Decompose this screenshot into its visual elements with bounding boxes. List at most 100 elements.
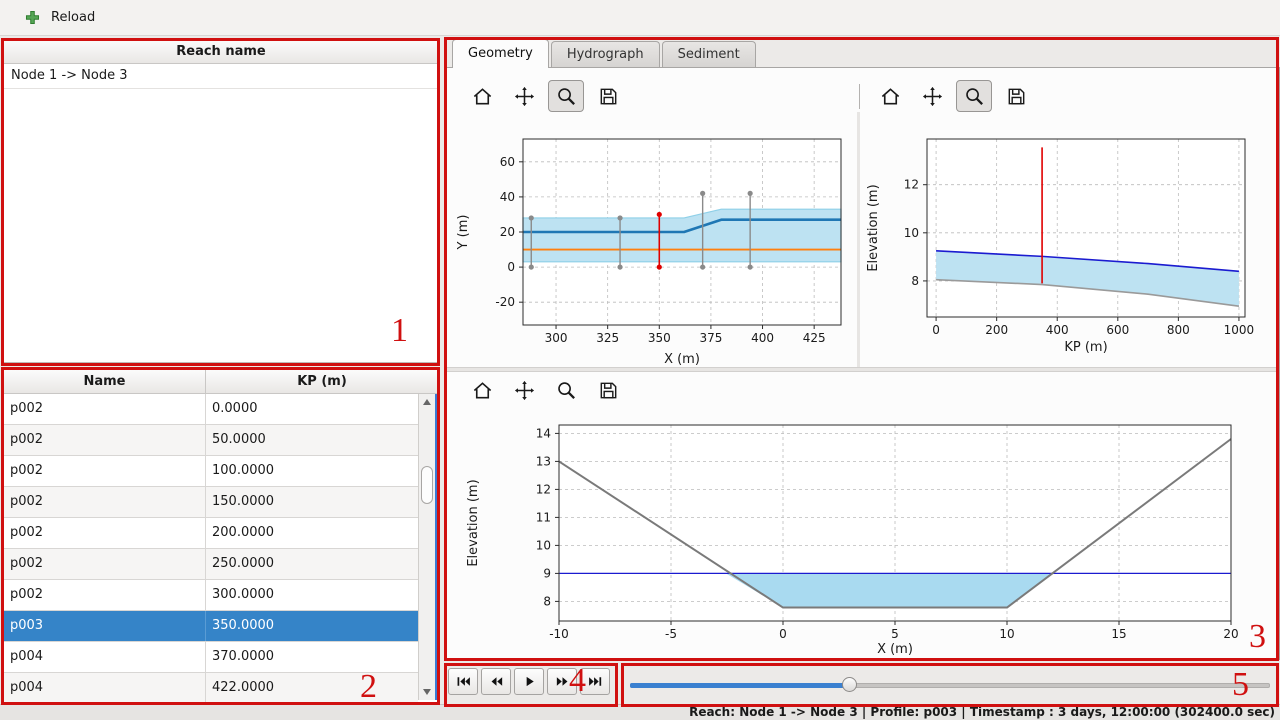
home-icon bbox=[473, 381, 491, 399]
svg-text:20: 20 bbox=[500, 225, 515, 239]
zoom-icon bbox=[965, 87, 983, 105]
table-row[interactable]: p002 250.0000 bbox=[4, 549, 418, 580]
zoom-button[interactable] bbox=[956, 80, 992, 112]
reload-button[interactable]: Reload bbox=[16, 6, 103, 29]
status-bar: Reach: Node 1 -> Node 3 | Profile: p003 … bbox=[0, 704, 1280, 720]
home-button[interactable] bbox=[464, 374, 500, 406]
scrollbar-handle[interactable] bbox=[421, 466, 433, 504]
cross-section-chart[interactable]: -10 -5 0 5 10 15 20 8 9 10 11 12 13 14 X (m) Elevation … bbox=[463, 411, 1253, 660]
svg-text:0: 0 bbox=[779, 627, 787, 641]
svg-text:14: 14 bbox=[536, 426, 551, 440]
save-button[interactable] bbox=[590, 374, 626, 406]
table-scrollbar[interactable] bbox=[418, 394, 435, 700]
zoom-button[interactable] bbox=[548, 374, 584, 406]
svg-text:40: 40 bbox=[500, 190, 515, 204]
svg-text:13: 13 bbox=[536, 454, 551, 468]
plan-view-chart[interactable]: 300 325 350 375 400 425 -20 0 20 40 60 X (m) Y (m) bbox=[453, 119, 857, 371]
profile-table-body: p002 0.0000 p002 50.0000 p002 100.0000 p002… bbox=[4, 394, 418, 702]
panel-accent-strip bbox=[435, 394, 438, 700]
column-header-kp[interactable]: KP (m) bbox=[297, 374, 347, 389]
svg-text:X (m): X (m) bbox=[877, 642, 913, 657]
svg-text:325: 325 bbox=[596, 331, 619, 345]
table-row[interactable]: p004 370.0000 bbox=[4, 642, 418, 673]
play-button[interactable] bbox=[514, 668, 544, 695]
skip-to-end-button[interactable] bbox=[580, 668, 610, 695]
svg-text:20: 20 bbox=[1223, 627, 1238, 641]
play-icon bbox=[526, 676, 534, 687]
svg-text:350: 350 bbox=[648, 331, 671, 345]
save-icon bbox=[1008, 88, 1024, 104]
table-row[interactable]: p002 50.0000 bbox=[4, 425, 418, 456]
time-slider-handle[interactable] bbox=[841, 677, 857, 692]
table-row[interactable]: p002 150.0000 bbox=[4, 487, 418, 518]
long-profile-chart[interactable]: 0 200 400 600 800 1000 8 10 12 KP (m) Elevation (m… bbox=[863, 119, 1263, 359]
home-button[interactable] bbox=[464, 80, 500, 112]
table-row-selected[interactable]: p003 350.0000 bbox=[4, 611, 418, 642]
horizontal-splitter[interactable] bbox=[445, 367, 1279, 372]
time-slider[interactable] bbox=[630, 675, 1270, 695]
zoom-button[interactable] bbox=[548, 80, 584, 112]
zoom-icon bbox=[557, 381, 575, 399]
step-back-icon bbox=[491, 677, 502, 686]
svg-text:-20: -20 bbox=[495, 295, 515, 309]
pan-icon bbox=[922, 86, 942, 106]
step-forward-button[interactable] bbox=[547, 668, 577, 695]
svg-text:0: 0 bbox=[507, 260, 515, 274]
pan-icon bbox=[514, 380, 534, 400]
table-row[interactable]: p002 200.0000 bbox=[4, 518, 418, 549]
svg-text:10: 10 bbox=[999, 627, 1014, 641]
svg-text:800: 800 bbox=[1167, 323, 1190, 337]
svg-text:12: 12 bbox=[904, 178, 919, 192]
skip-to-start-button[interactable] bbox=[448, 668, 478, 695]
svg-text:10: 10 bbox=[904, 226, 919, 240]
svg-text:Elevation (m): Elevation (m) bbox=[866, 184, 881, 271]
svg-text:375: 375 bbox=[699, 331, 722, 345]
step-back-button[interactable] bbox=[481, 668, 511, 695]
scroll-down-arrow-icon[interactable] bbox=[419, 684, 435, 700]
reload-plus-icon bbox=[25, 10, 40, 25]
save-icon bbox=[600, 88, 616, 104]
svg-text:-10: -10 bbox=[549, 627, 569, 641]
column-header-name[interactable]: Name bbox=[4, 370, 206, 393]
svg-text:400: 400 bbox=[1046, 323, 1069, 337]
home-icon bbox=[881, 87, 899, 105]
plot-toolbar-long-profile bbox=[872, 80, 1034, 112]
svg-text:425: 425 bbox=[803, 331, 826, 345]
reach-list-header: Reach name bbox=[4, 40, 438, 64]
pan-button[interactable] bbox=[914, 80, 950, 112]
scroll-up-arrow-icon[interactable] bbox=[419, 394, 435, 410]
save-button[interactable] bbox=[590, 80, 626, 112]
svg-text:Elevation (m): Elevation (m) bbox=[466, 479, 481, 566]
tab-hydrograph[interactable]: Hydrograph bbox=[550, 41, 660, 67]
tab-geometry[interactable]: Geometry bbox=[452, 39, 549, 68]
reach-list-panel: Reach name Node 1 -> Node 3 bbox=[3, 39, 439, 363]
svg-text:X (m): X (m) bbox=[664, 352, 700, 367]
main-toolbar: Reload bbox=[0, 0, 1280, 36]
table-row[interactable]: p004 422.0000 bbox=[4, 673, 418, 702]
save-button[interactable] bbox=[998, 80, 1034, 112]
skip-to-start-icon bbox=[457, 677, 470, 686]
plot-toolbar-cross-section bbox=[464, 374, 626, 406]
svg-text:10: 10 bbox=[536, 538, 551, 552]
tab-sediment[interactable]: Sediment bbox=[661, 41, 756, 67]
table-row[interactable]: p002 100.0000 bbox=[4, 456, 418, 487]
svg-text:12: 12 bbox=[536, 482, 551, 496]
pan-button[interactable] bbox=[506, 80, 542, 112]
home-button[interactable] bbox=[872, 80, 908, 112]
vertical-splitter[interactable] bbox=[857, 112, 860, 368]
skip-to-end-icon bbox=[588, 677, 601, 686]
profile-table-panel: Name KP (m) p002 0.0000 p002 50.0000 p002 1… bbox=[3, 369, 439, 703]
svg-text:300: 300 bbox=[545, 331, 568, 345]
pan-button[interactable] bbox=[506, 374, 542, 406]
plot-panel: Geometry Hydrograph Sediment bbox=[444, 38, 1280, 660]
table-row[interactable]: p002 0.0000 bbox=[4, 394, 418, 425]
svg-text:-5: -5 bbox=[665, 627, 677, 641]
table-row[interactable]: p002 300.0000 bbox=[4, 580, 418, 611]
svg-text:400: 400 bbox=[751, 331, 774, 345]
reach-list-item[interactable]: Node 1 -> Node 3 bbox=[4, 64, 438, 89]
svg-text:1000: 1000 bbox=[1224, 323, 1255, 337]
reload-label: Reload bbox=[51, 10, 96, 25]
svg-text:11: 11 bbox=[536, 510, 551, 524]
svg-text:200: 200 bbox=[985, 323, 1008, 337]
